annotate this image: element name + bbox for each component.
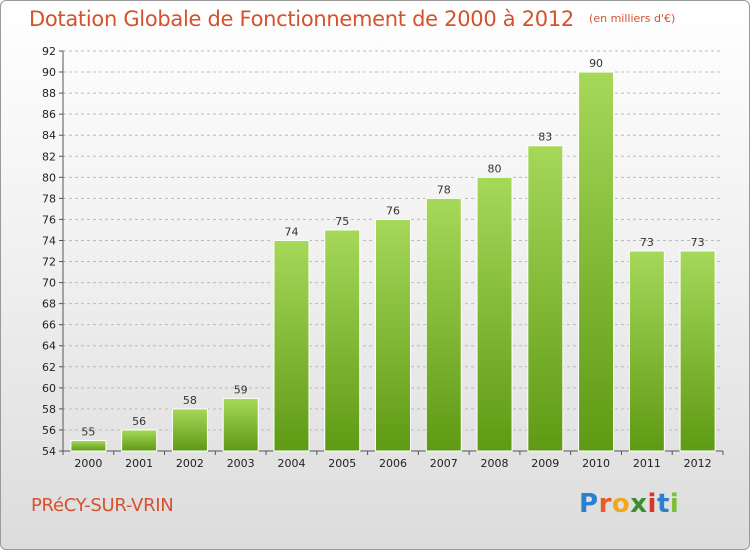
x-tick-label: 2005 xyxy=(328,457,356,470)
proxiti-logo[interactable]: Proxiti xyxy=(579,489,679,519)
y-tick-label: 70 xyxy=(42,277,56,290)
data-label: 73 xyxy=(691,236,705,249)
data-label: 55 xyxy=(81,425,95,438)
bar xyxy=(628,250,665,452)
bar xyxy=(425,197,462,452)
y-tick-label: 68 xyxy=(42,298,56,311)
x-tick-label: 2008 xyxy=(481,457,509,470)
y-tick-label: 60 xyxy=(42,382,56,395)
bar xyxy=(527,145,564,452)
y-tick-label: 86 xyxy=(42,108,56,121)
chart-subtitle: (en milliers d'€) xyxy=(589,12,676,25)
data-label: 78 xyxy=(437,183,451,196)
bar xyxy=(476,176,513,452)
logo-letter: r xyxy=(598,489,612,519)
y-tick-label: 66 xyxy=(42,319,56,332)
logo-letter: x xyxy=(630,489,648,519)
y-tick-label: 64 xyxy=(42,340,56,353)
y-tick-label: 80 xyxy=(42,171,56,184)
y-tick-label: 74 xyxy=(42,234,56,247)
y-tick-label: 54 xyxy=(42,445,56,458)
data-label: 75 xyxy=(335,215,349,228)
y-tick-label: 82 xyxy=(42,150,56,163)
x-tick-label: 2012 xyxy=(684,457,712,470)
x-tick-label: 2000 xyxy=(74,457,102,470)
y-tick-label: 92 xyxy=(42,45,56,58)
data-label: 59 xyxy=(234,383,248,396)
logo-letter: P xyxy=(579,489,599,519)
x-tick-label: 2001 xyxy=(125,457,153,470)
bar xyxy=(324,229,361,452)
logo-letter: i xyxy=(647,489,657,519)
bar xyxy=(679,250,716,452)
y-tick-label: 62 xyxy=(42,361,56,374)
bar xyxy=(171,408,208,452)
commune-name: PRéCY-SUR-VRIN xyxy=(31,495,174,516)
x-tick-label: 2007 xyxy=(430,457,458,470)
y-tick-label: 90 xyxy=(42,66,56,79)
y-tick-label: 88 xyxy=(42,87,56,100)
chart-title: Dotation Globale de Fonctionnement de 20… xyxy=(29,7,574,31)
y-tick-label: 78 xyxy=(42,192,56,205)
bar xyxy=(222,397,259,452)
title-row: Dotation Globale de Fonctionnement de 20… xyxy=(29,7,675,31)
y-tick-label: 58 xyxy=(42,403,56,416)
y-tick-label: 56 xyxy=(42,424,56,437)
bars xyxy=(70,71,716,452)
data-label: 73 xyxy=(640,236,654,249)
x-tick-label: 2004 xyxy=(277,457,305,470)
x-tick-label: 2003 xyxy=(227,457,255,470)
x-tick-label: 2006 xyxy=(379,457,407,470)
y-tick-label: 72 xyxy=(42,256,56,269)
x-tick-label: 2010 xyxy=(582,457,610,470)
data-label: 58 xyxy=(183,394,197,407)
y-tick-label: 76 xyxy=(42,213,56,226)
data-label: 74 xyxy=(284,225,298,238)
y-tick-label: 84 xyxy=(42,129,56,142)
data-labels: 55 56 58 59 74 75 76 78 80 83 90 73 73 xyxy=(81,57,704,438)
x-tick-label: 2002 xyxy=(176,457,204,470)
bar xyxy=(70,439,107,452)
data-label: 56 xyxy=(132,415,146,428)
data-label: 76 xyxy=(386,204,400,217)
x-tick-label: 2011 xyxy=(633,457,661,470)
bar xyxy=(273,239,310,452)
x-tick-label: 2009 xyxy=(531,457,559,470)
data-label: 80 xyxy=(488,162,502,175)
bar xyxy=(121,429,158,452)
data-label: 90 xyxy=(589,57,603,70)
data-label: 83 xyxy=(538,131,552,144)
logo-letter: t xyxy=(656,489,670,519)
logo-letter: i xyxy=(669,489,680,519)
logo-letter: o xyxy=(611,489,631,519)
bar xyxy=(375,218,411,452)
bar xyxy=(578,71,615,452)
